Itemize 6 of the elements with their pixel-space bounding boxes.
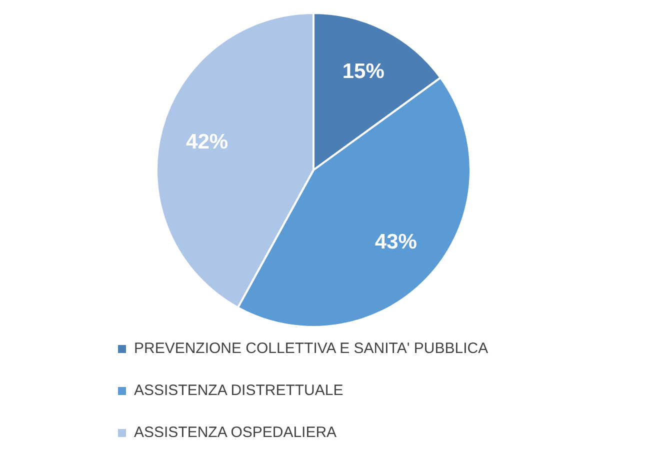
legend-label: ASSISTENZA OSPEDALIERA <box>134 424 337 441</box>
data-label: 15% <box>342 60 385 83</box>
legend-label: PREVENZIONE COLLETTIVA E SANITA' PUBBLICA <box>134 340 488 357</box>
legend-label: ASSISTENZA DISTRETTUALE <box>134 382 344 399</box>
data-label: 43% <box>374 230 418 254</box>
data-label: 42% <box>186 130 228 154</box>
